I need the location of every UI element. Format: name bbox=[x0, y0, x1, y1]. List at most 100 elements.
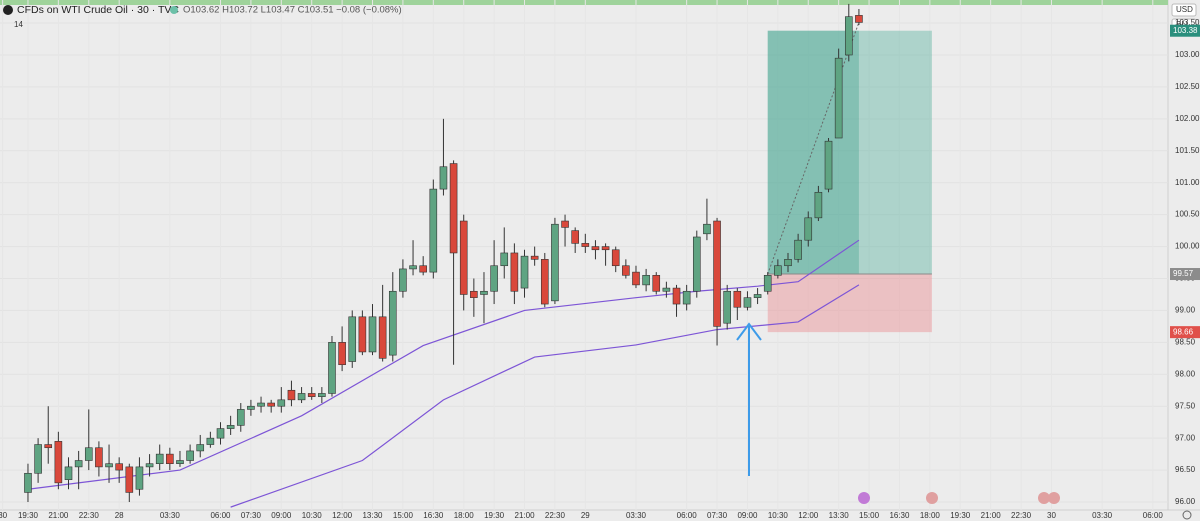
indicator-label: 14 bbox=[14, 20, 23, 29]
candle-body bbox=[743, 297, 752, 308]
candle-body bbox=[622, 265, 630, 276]
candle-body bbox=[368, 316, 377, 353]
x-tick-label: 21:00 bbox=[48, 511, 69, 520]
event-icon[interactable] bbox=[926, 492, 938, 504]
candle-body bbox=[733, 290, 742, 308]
y-tick-label: 97.00 bbox=[1175, 433, 1196, 442]
x-tick-label: 28 bbox=[115, 511, 124, 520]
x-tick-label: 16:30 bbox=[423, 511, 444, 520]
plot-area bbox=[24, 3, 932, 508]
chart-title: CFDs on WTI Crude Oil · 30 · TVC bbox=[17, 4, 179, 16]
candle-body bbox=[662, 287, 671, 292]
candle-body bbox=[520, 255, 529, 289]
annotation-arrowhead bbox=[736, 322, 762, 341]
event-icon[interactable] bbox=[858, 492, 870, 504]
target-progress bbox=[767, 30, 859, 275]
x-tick-label: 19:30 bbox=[18, 511, 39, 520]
candle-body bbox=[166, 453, 174, 465]
x-tick-label: 13:30 bbox=[829, 511, 850, 520]
x-tick-label: 03:30 bbox=[1092, 511, 1113, 520]
x-tick-label: 12:00 bbox=[798, 511, 819, 520]
x-tick-label: 03:30 bbox=[626, 511, 647, 520]
candle-body bbox=[723, 290, 731, 324]
y-tick-label: 96.00 bbox=[1175, 497, 1196, 506]
candle-body bbox=[510, 252, 519, 292]
candle-body bbox=[409, 265, 417, 270]
price-label: 98.66 bbox=[1173, 327, 1194, 336]
x-tick-label: 13:30 bbox=[362, 511, 383, 520]
candle-body bbox=[855, 15, 863, 23]
candle-body bbox=[459, 220, 468, 295]
x-tick-label: 21:00 bbox=[981, 511, 1002, 520]
candle-body bbox=[257, 402, 265, 407]
trend-dash bbox=[767, 22, 860, 275]
y-tick-label: 100.00 bbox=[1175, 242, 1200, 251]
candle-body bbox=[449, 163, 458, 254]
x-tick-label: 18:00 bbox=[920, 511, 941, 520]
y-tick-label: 98.00 bbox=[1175, 369, 1196, 378]
x-tick-label: 12:00 bbox=[332, 511, 353, 520]
x-tick-label: 06:00 bbox=[677, 511, 698, 520]
candle-body bbox=[318, 393, 326, 397]
unit: BLL bbox=[1176, 20, 1191, 29]
candle-body bbox=[763, 275, 772, 292]
candle-body bbox=[652, 275, 661, 292]
candle-body bbox=[34, 444, 42, 474]
x-tick-label: 30 bbox=[0, 511, 8, 520]
candle-body bbox=[682, 290, 691, 305]
price-label-bg bbox=[1170, 268, 1200, 281]
candle-body bbox=[84, 447, 93, 461]
candle-body bbox=[186, 450, 194, 461]
candle-body bbox=[611, 249, 620, 267]
candle-body bbox=[54, 441, 63, 484]
x-tick-label: 19:30 bbox=[950, 511, 971, 520]
candle-body bbox=[24, 472, 32, 493]
candle-body bbox=[267, 402, 275, 407]
ohlc-readout: O103.62 H103.72 L103.47 C103.51 −0.08 (−… bbox=[183, 5, 402, 16]
candle-body bbox=[216, 428, 225, 439]
x-tick-label: 03:30 bbox=[160, 511, 181, 520]
candle-body bbox=[581, 243, 590, 247]
candle-body bbox=[672, 287, 681, 305]
event-icon[interactable] bbox=[1038, 492, 1050, 504]
y-tick-label: 96.50 bbox=[1175, 465, 1196, 474]
candle-body bbox=[378, 316, 387, 359]
currency: USD bbox=[1176, 5, 1193, 14]
candle-body bbox=[74, 460, 83, 468]
candle-body bbox=[44, 444, 53, 449]
price-label: 99.57 bbox=[1173, 269, 1194, 278]
top-bar bbox=[0, 0, 1168, 5]
y-tick-label: 98.50 bbox=[1175, 337, 1196, 346]
candle-body bbox=[277, 399, 286, 407]
candle-body bbox=[307, 393, 316, 397]
candle-body bbox=[480, 290, 488, 295]
price-label-bg bbox=[1170, 326, 1200, 339]
x-tick-label: 06:00 bbox=[210, 511, 231, 520]
candle-body bbox=[814, 191, 823, 219]
candle-body bbox=[642, 275, 650, 286]
currency-box[interactable] bbox=[1171, 3, 1197, 17]
candle-body bbox=[206, 437, 215, 445]
candle-body bbox=[551, 223, 559, 302]
x-tick-label: 10:30 bbox=[768, 511, 789, 520]
candle-body bbox=[834, 57, 843, 139]
x-tick-label: 29 bbox=[581, 511, 590, 520]
candle-body bbox=[247, 405, 255, 410]
x-tick-label: 07:30 bbox=[707, 511, 728, 520]
y-tick-label: 103.50 bbox=[1175, 18, 1200, 27]
settings-icon[interactable] bbox=[1182, 510, 1192, 520]
candle-body bbox=[399, 268, 407, 292]
candle-body bbox=[95, 447, 103, 468]
event-icon[interactable] bbox=[1048, 492, 1060, 504]
candle-body bbox=[236, 409, 245, 426]
x-tick-label: 15:00 bbox=[393, 511, 414, 520]
candle-body bbox=[774, 265, 782, 276]
candle-body bbox=[753, 294, 762, 298]
candle-body bbox=[784, 259, 792, 267]
candle-body bbox=[64, 466, 73, 480]
candle-body bbox=[297, 393, 306, 401]
candle-body bbox=[844, 16, 853, 56]
x-tick-label: 15:00 bbox=[859, 511, 880, 520]
x-tick-label: 09:00 bbox=[271, 511, 292, 520]
